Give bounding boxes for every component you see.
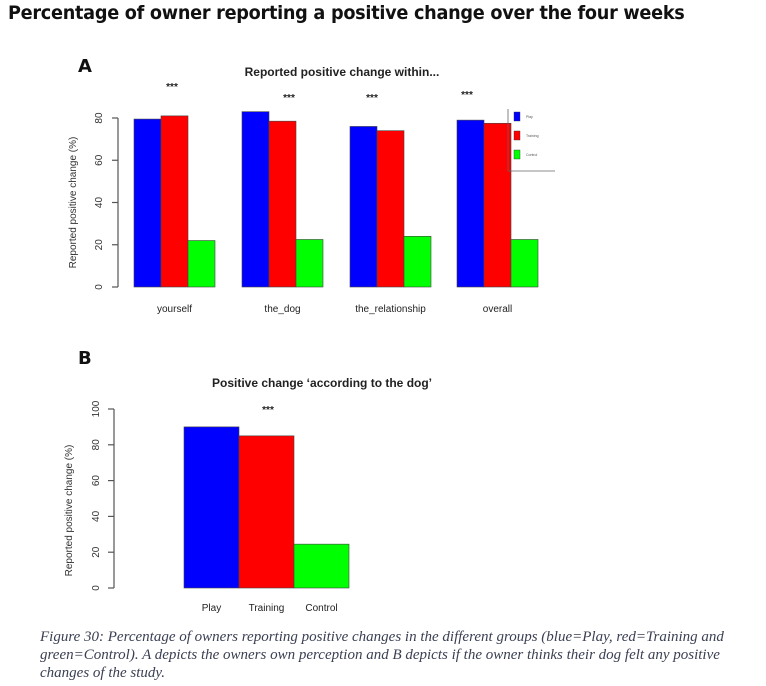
legend-label-play: Play: [526, 115, 533, 119]
y-tick-label: 20: [91, 546, 102, 558]
legend-swatch-training: [513, 130, 521, 141]
y-tick-label: 40: [91, 510, 102, 522]
x-tick-label: the_relationship: [355, 304, 426, 315]
bar-control: [293, 543, 350, 589]
y-tick-label: 60: [91, 475, 102, 487]
y-tick-label: 40: [94, 197, 105, 209]
bar-the_dog-control: [295, 239, 324, 288]
bar-the_dog-training: [268, 120, 297, 288]
figure-caption: Figure 30: Percentage of owners reportin…: [40, 629, 724, 681]
y-tick-label: 60: [94, 154, 105, 166]
bar-overall-training: [483, 122, 512, 288]
significance-label: ***: [166, 82, 178, 93]
y-tick-label: 0: [91, 585, 102, 591]
bar-yourself-control: [187, 240, 216, 288]
y-tick-label: 100: [91, 400, 102, 417]
legend: Play Training Control: [507, 109, 555, 172]
panel-b-label: B: [78, 348, 92, 369]
y-tick-label: 20: [94, 239, 105, 251]
x-tick-label: overall: [483, 304, 512, 315]
legend-swatch-play: [513, 111, 521, 122]
y-axis-title: Reported positive change (%): [68, 137, 79, 269]
y-tick-label: 80: [94, 112, 105, 124]
legend-label-training: Training: [526, 134, 539, 138]
legend-label-control: Control: [526, 153, 538, 157]
x-tick-label: the_dog: [264, 304, 300, 315]
significance-label: ***: [366, 93, 378, 104]
bar-yourself-training: [160, 115, 189, 288]
x-tick-label: Training: [249, 603, 285, 614]
bar-the_dog-play: [241, 111, 270, 288]
page-title: Percentage of owner reporting a positive…: [8, 2, 685, 24]
bar-training: [238, 435, 295, 589]
chart-panel-a: Reported positive change within... 0 20 40…: [68, 65, 555, 315]
x-tick-label: Control: [305, 603, 337, 614]
y-axis-title: Reported positive change (%): [64, 445, 75, 577]
significance-label: ***: [283, 93, 295, 104]
significance-label: ***: [461, 90, 473, 101]
y-tick-label: 0: [94, 284, 105, 290]
y-tick-label: 80: [91, 439, 102, 451]
panel-a-label: A: [78, 56, 92, 77]
bar-the_relationship-play: [349, 126, 378, 288]
bar-the_relationship-control: [403, 236, 432, 288]
bar-overall-control: [510, 239, 539, 288]
chart-a-title: Reported positive change within...: [245, 65, 440, 79]
x-tick-label: Play: [202, 603, 221, 614]
significance-label: ***: [262, 405, 274, 416]
bar-yourself-play: [133, 118, 162, 288]
bar-the_relationship-training: [376, 130, 405, 288]
bar-overall-play: [456, 119, 485, 288]
chart-b-title: Positive change ‘according to the dog’: [212, 376, 432, 390]
legend-swatch-control: [513, 149, 521, 160]
bar-play: [183, 426, 240, 589]
x-tick-label: yourself: [157, 304, 192, 315]
